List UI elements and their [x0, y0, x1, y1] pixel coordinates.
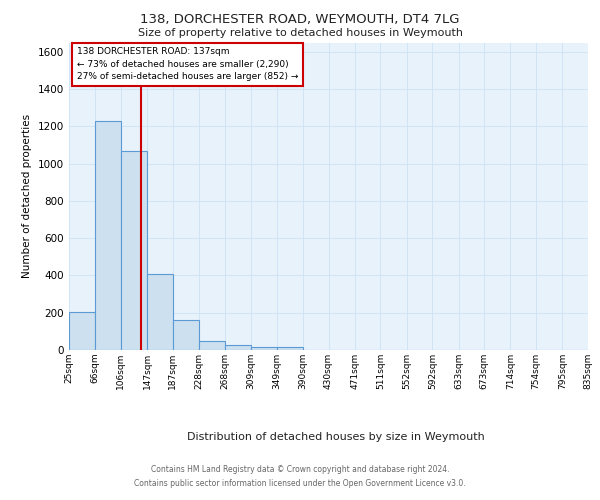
Text: 138, DORCHESTER ROAD, WEYMOUTH, DT4 7LG: 138, DORCHESTER ROAD, WEYMOUTH, DT4 7LG: [140, 12, 460, 26]
Bar: [224, 346, 251, 350]
Bar: [69, 312, 95, 350]
Bar: [173, 320, 199, 350]
Text: 138 DORCHESTER ROAD: 137sqm
← 73% of detached houses are smaller (2,290)
27% of : 138 DORCHESTER ROAD: 137sqm ← 73% of det…: [77, 47, 298, 81]
Bar: [147, 274, 173, 350]
Bar: [95, 121, 121, 350]
Bar: [199, 340, 224, 350]
Bar: [121, 150, 147, 350]
Bar: [277, 347, 303, 350]
Text: Distribution of detached houses by size in Weymouth: Distribution of detached houses by size …: [187, 432, 485, 442]
Text: Contains HM Land Registry data © Crown copyright and database right 2024.
Contai: Contains HM Land Registry data © Crown c…: [134, 466, 466, 487]
Bar: [251, 347, 277, 350]
Y-axis label: Number of detached properties: Number of detached properties: [22, 114, 32, 278]
Text: Size of property relative to detached houses in Weymouth: Size of property relative to detached ho…: [137, 28, 463, 38]
